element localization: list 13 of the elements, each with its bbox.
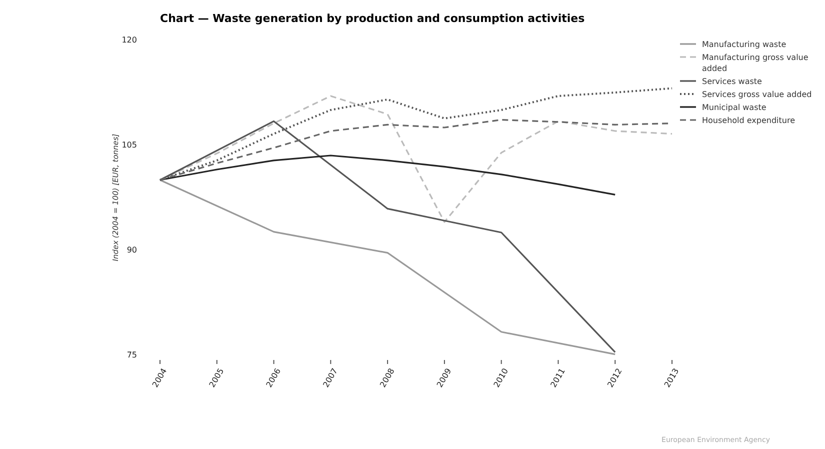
y-tick-label: 105 <box>122 140 137 150</box>
legend-label: Services waste <box>702 77 762 86</box>
chart-title: Chart — Waste generation by production and consumption activities <box>160 12 586 25</box>
y-tick-label: 120 <box>122 36 137 45</box>
legend-label: Manufacturing waste <box>702 40 786 49</box>
y-tick-label: 90 <box>126 246 137 255</box>
legend-label: Household expenditure <box>702 116 796 125</box>
y-tick-label: 75 <box>126 350 137 360</box>
line-series <box>159 154 616 196</box>
legend-label: Services gross value added <box>702 90 812 99</box>
legend-label: Manufacturing gross value added <box>702 53 808 73</box>
line-series <box>159 179 616 356</box>
legend-label: Municipal waste <box>702 103 766 112</box>
